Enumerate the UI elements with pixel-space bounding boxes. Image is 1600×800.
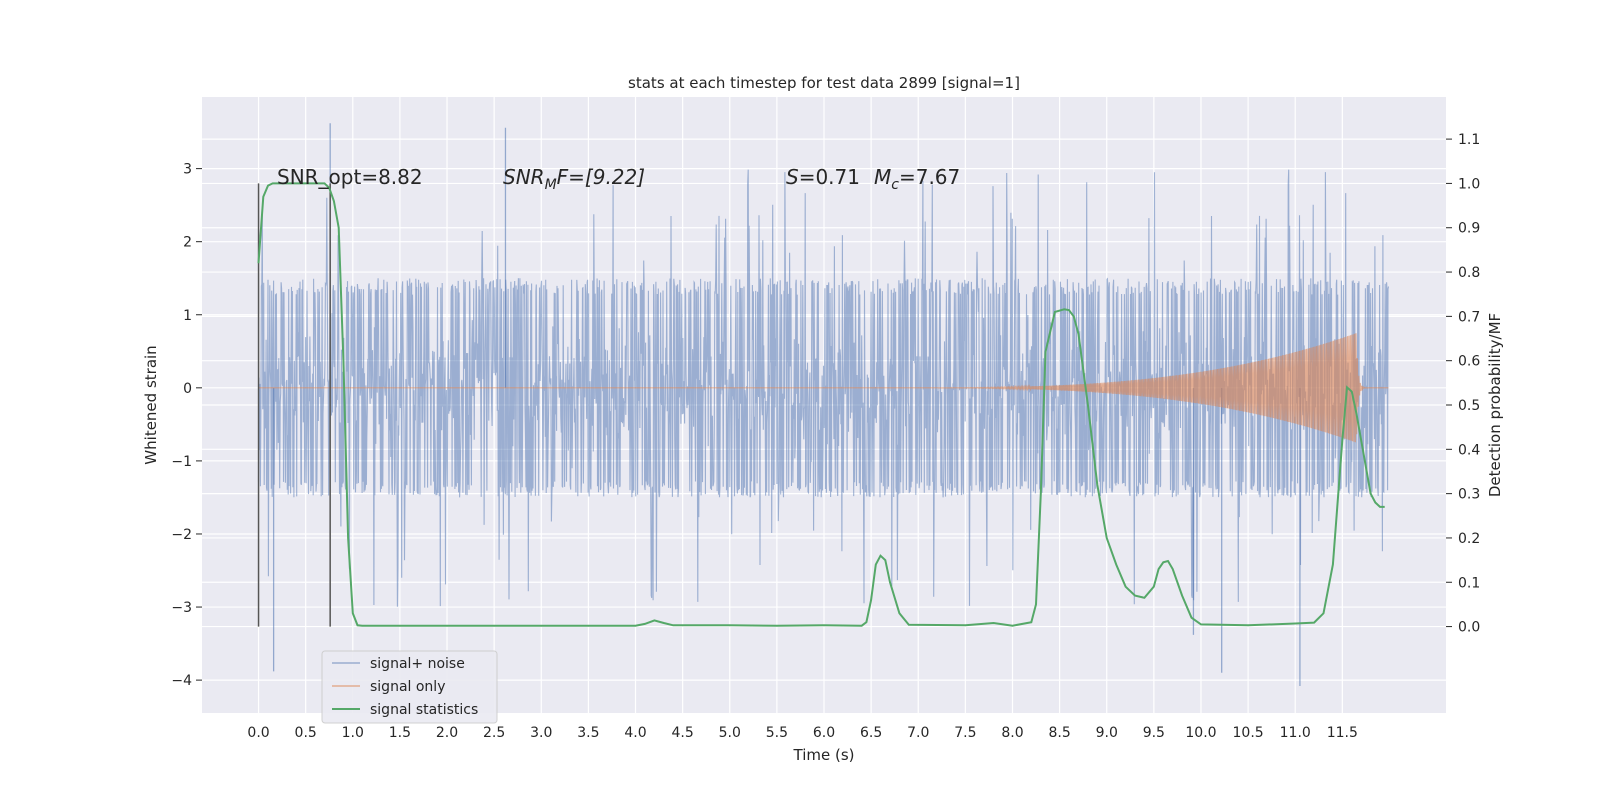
signal-trace <box>258 333 1389 443</box>
x-tick-label: 2.5 <box>483 725 505 741</box>
right-y-tick-label: 0.5 <box>1458 398 1480 414</box>
legend-label-signal-plus-noise: signal+ noise <box>370 656 465 672</box>
y-tick-label: 2 <box>183 235 192 251</box>
right-y-tick-label: 0.6 <box>1458 354 1480 370</box>
x-tick-label: 6.0 <box>813 725 835 741</box>
right-y-tick-label: 0.2 <box>1458 531 1480 547</box>
s-value: =0.71 <box>799 165 860 189</box>
chart-title: stats at each timestep for test data 289… <box>628 74 1020 92</box>
x-axis-label: Time (s) <box>793 746 855 764</box>
s-label: S <box>786 165 799 189</box>
y-axis-label: Whitened strain <box>142 345 160 464</box>
snr-mf-annotation: SNRMF=[9.22] <box>503 165 645 193</box>
right-y-tick-label: 0.3 <box>1458 487 1480 503</box>
x-tick-label: 7.5 <box>954 725 976 741</box>
right-y-tick-label: 0.1 <box>1458 575 1480 591</box>
legend-box <box>321 650 498 724</box>
snr-opt-annotation: SNR_opt=8.82 <box>277 165 423 189</box>
y-tick-label: 1 <box>183 308 192 324</box>
legend-label-signal-statistics: signal statistics <box>370 702 478 718</box>
x-tick-label: 11.0 <box>1280 725 1311 741</box>
x-tick-label: 10.5 <box>1233 725 1264 741</box>
y-tick-label: 3 <box>183 162 192 178</box>
y-tick-label: 0 <box>183 381 192 397</box>
y-tick-label: −4 <box>171 673 192 689</box>
x-tick-label: 4.0 <box>624 725 646 741</box>
x-tick-label: 3.5 <box>577 725 599 741</box>
x-tick-label: 4.5 <box>672 725 694 741</box>
mc-label: M <box>874 165 891 189</box>
x-tick-label: 6.5 <box>860 725 882 741</box>
right-y-tick-label: 0.8 <box>1458 265 1480 281</box>
x-tick-label: 0.0 <box>247 725 269 741</box>
y-axis-ticks: 3 2 1 0 −1 −2 −3 −4 <box>171 162 202 689</box>
x-tick-label: 5.0 <box>719 725 741 741</box>
right-y-tick-label: 0.4 <box>1458 442 1480 458</box>
signal-plus-noise-series <box>257 123 1390 686</box>
x-tick-label: 1.0 <box>342 725 364 741</box>
x-tick-label: 5.5 <box>766 725 788 741</box>
statistics-line <box>257 182 1385 627</box>
right-y-tick-label: 0.9 <box>1458 221 1480 237</box>
x-tick-label: 3.0 <box>530 725 552 741</box>
s-mc-annotation: S=0.71 Mc=7.67 <box>786 165 960 193</box>
y-tick-label: −1 <box>171 454 192 470</box>
right-y-tick-label: 1.0 <box>1458 176 1480 192</box>
snr-mf-subscript: M <box>545 177 557 193</box>
right-y-axis-ticks: 1.1 1.0 0.9 0.8 0.7 0.6 0.5 0.4 0.3 0.2 0.1 0.0 <box>1446 132 1480 636</box>
right-y-axis-label: Detection probability/MF <box>1486 313 1504 497</box>
x-axis-ticks: 0.0 0.5 1.0 1.5 2.0 2.5 3.0 3.5 4.0 4.5 5.0 5.5 6.0 6… <box>247 725 1358 741</box>
snr-mf-prefix: SNR <box>503 165 545 189</box>
noise-trace <box>257 169 1390 607</box>
x-tick-label: 9.0 <box>1096 725 1118 741</box>
legend-label-signal-only: signal only <box>370 679 445 695</box>
right-y-tick-label: 0.0 <box>1458 620 1480 636</box>
x-tick-label: 1.5 <box>389 725 411 741</box>
x-tick-label: 8.5 <box>1048 725 1070 741</box>
x-tick-label: 10.0 <box>1185 725 1216 741</box>
x-tick-label: 11.5 <box>1327 725 1358 741</box>
mc-value: =7.67 <box>899 165 960 189</box>
x-tick-label: 8.0 <box>1001 725 1023 741</box>
x-tick-label: 7.0 <box>907 725 929 741</box>
x-tick-label: 9.5 <box>1143 725 1165 741</box>
legend: signal+ noise signal only signal statist… <box>321 650 498 724</box>
signal-only-series <box>258 333 1389 443</box>
x-tick-label: 0.5 <box>295 725 317 741</box>
mc-subscript: c <box>891 177 899 193</box>
signal-statistics-series <box>257 182 1385 627</box>
right-y-tick-label: 1.1 <box>1458 132 1480 148</box>
y-tick-label: −3 <box>171 600 192 616</box>
x-tick-label: 2.0 <box>436 725 458 741</box>
y-tick-label: −2 <box>171 527 192 543</box>
snr-mf-suffix: F=[9.22] <box>557 165 645 189</box>
right-y-tick-label: 0.7 <box>1458 309 1480 325</box>
